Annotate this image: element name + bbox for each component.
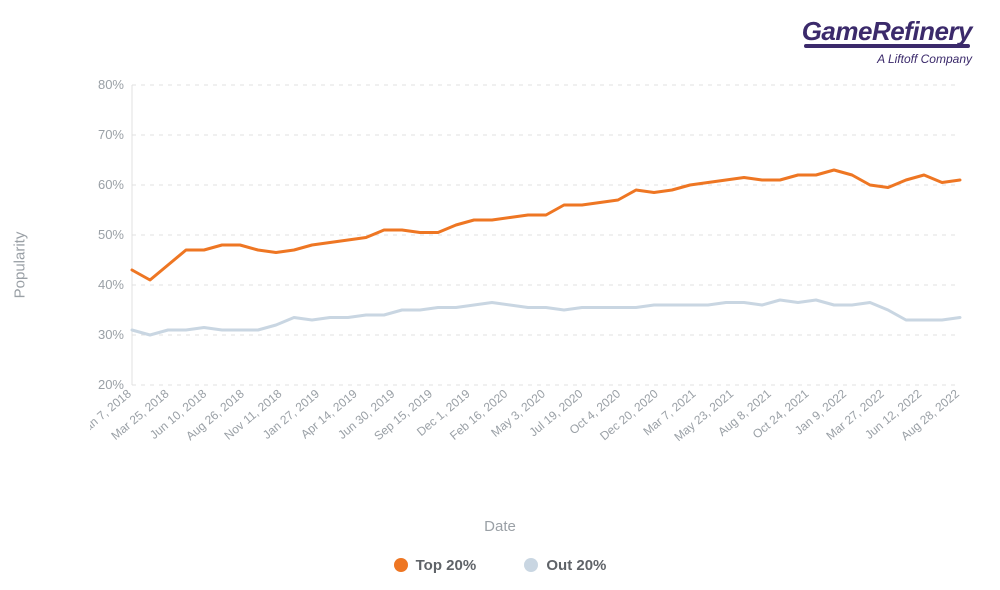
- brand-logo: GameRefinery A Liftoff Company: [802, 18, 972, 66]
- legend-dot-icon: [524, 558, 538, 572]
- svg-text:50%: 50%: [98, 227, 124, 242]
- svg-text:30%: 30%: [98, 327, 124, 342]
- svg-text:70%: 70%: [98, 127, 124, 142]
- svg-text:80%: 80%: [98, 80, 124, 92]
- svg-text:40%: 40%: [98, 277, 124, 292]
- legend-dot-icon: [394, 558, 408, 572]
- plot-area: 20%30%40%50%60%70%80%Jan 7, 2018Mar 25, …: [90, 80, 970, 450]
- y-axis-label: Popularity: [12, 232, 29, 299]
- legend-item-out20: Out 20%: [524, 557, 606, 574]
- popularity-chart: Popularity 20%30%40%50%60%70%80%Jan 7, 2…: [30, 80, 970, 450]
- svg-text:60%: 60%: [98, 177, 124, 192]
- legend-label: Top 20%: [416, 557, 477, 574]
- brand-name: GameRefinery: [802, 18, 972, 44]
- legend-item-top20: Top 20%: [394, 557, 477, 574]
- x-axis-label: Date: [484, 518, 516, 535]
- brand-tagline: A Liftoff Company: [802, 52, 972, 66]
- legend: Top 20% Out 20%: [0, 557, 1000, 577]
- legend-label: Out 20%: [546, 557, 606, 574]
